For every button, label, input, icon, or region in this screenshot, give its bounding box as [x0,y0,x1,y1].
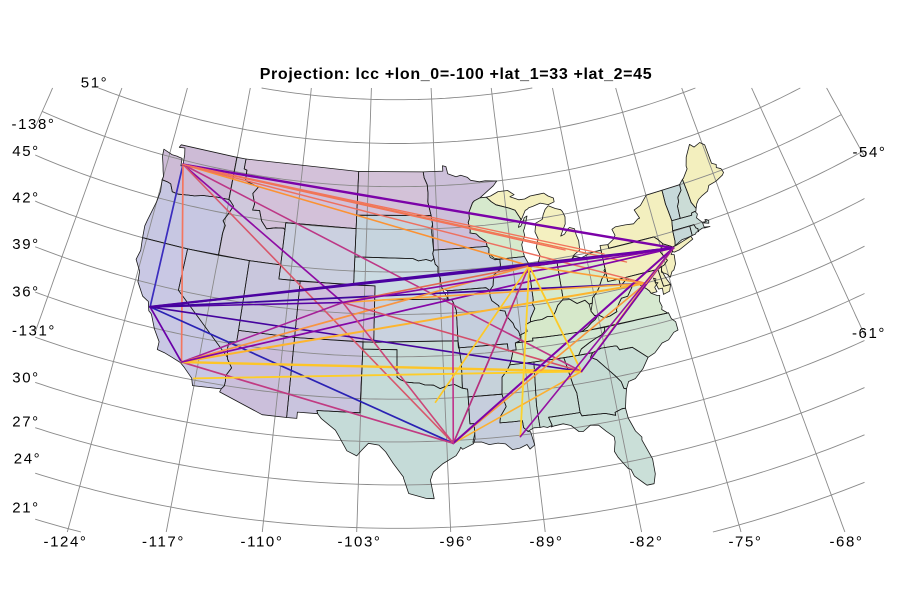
svg-text:-68°: -68° [829,534,863,551]
svg-text:30°: 30° [12,370,39,387]
svg-text:-131°: -131° [12,323,56,340]
svg-text:36°: 36° [12,283,39,300]
svg-text:27°: 27° [12,414,39,431]
svg-text:-103°: -103° [337,534,381,551]
svg-text:-89°: -89° [529,534,563,551]
svg-text:-138°: -138° [11,116,55,133]
svg-text:Projection: lcc +lon_0=-100 +l: Projection: lcc +lon_0=-100 +lat_1=33 +l… [260,66,653,83]
svg-text:-124°: -124° [43,534,87,551]
svg-text:-54°: -54° [852,144,886,161]
svg-text:-61°: -61° [852,325,886,342]
svg-text:-117°: -117° [142,534,185,551]
svg-text:51°: 51° [81,75,108,92]
svg-text:42°: 42° [12,190,39,207]
svg-text:45°: 45° [12,143,39,160]
svg-text:24°: 24° [14,451,41,468]
svg-text:39°: 39° [12,236,39,253]
svg-text:-82°: -82° [629,534,663,551]
svg-text:21°: 21° [12,500,39,517]
svg-text:-96°: -96° [439,534,473,551]
svg-text:-75°: -75° [728,534,762,551]
svg-text:-110°: -110° [241,534,284,551]
